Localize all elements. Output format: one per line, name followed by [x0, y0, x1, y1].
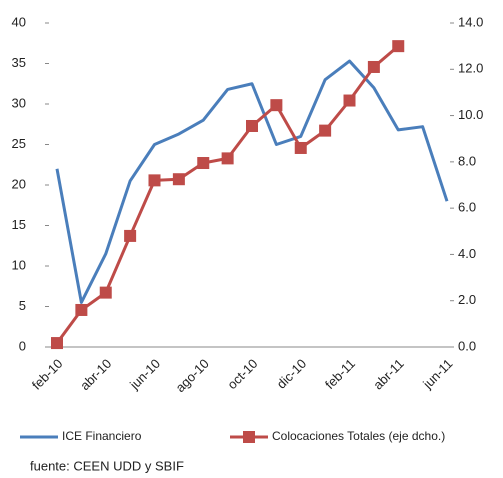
y-tick-label: 40: [12, 14, 26, 29]
point-marker: [197, 157, 210, 170]
x-tick-label: jun-10: [126, 356, 163, 393]
y2-tick-label: 2.0: [458, 292, 476, 307]
x-tick-label: feb-11: [322, 356, 358, 392]
x-tick-label: abr-11: [370, 356, 407, 393]
y2-tick-label: 6.0: [458, 200, 476, 215]
y-tick-label: 15: [12, 217, 26, 232]
y-tick-label: 30: [12, 95, 26, 110]
x-tick-label: abr-10: [77, 356, 114, 393]
point-marker: [99, 286, 112, 299]
legend-marker: [243, 431, 255, 443]
y2-tick-label: 12.0: [458, 61, 483, 76]
y-tick-label: 35: [12, 55, 26, 70]
point-marker: [148, 174, 161, 187]
y-tick-label: 10: [12, 257, 26, 272]
y2-tick-label: 4.0: [458, 246, 476, 261]
x-tick-label: jun-11: [419, 356, 455, 392]
x-tick-label: dic-10: [274, 356, 310, 392]
legend-label: Colocaciones Totales (eje dcho.): [272, 429, 445, 443]
legend-label: ICE Financiero: [62, 429, 142, 443]
point-marker: [124, 229, 137, 242]
source-note: fuente: CEEN UDD y SBIF: [30, 458, 184, 473]
y2-tick-label: 10.0: [458, 107, 483, 122]
y2-tick-label: 8.0: [458, 153, 476, 168]
point-marker: [75, 303, 88, 316]
y-tick-label: 25: [12, 136, 26, 151]
x-tick-label: ago-10: [173, 356, 212, 395]
y-tick-label: 20: [12, 176, 26, 191]
y-tick-label: 0: [19, 338, 26, 353]
y2-tick-label: 0.0: [458, 338, 476, 353]
point-marker: [294, 141, 307, 154]
point-marker: [221, 152, 234, 165]
y-tick-label: 5: [19, 298, 26, 313]
y2-tick-label: 14.0: [458, 14, 483, 29]
point-marker: [343, 94, 356, 107]
x-tick-label: oct-10: [224, 356, 260, 392]
point-marker: [51, 337, 63, 350]
point-marker: [319, 124, 332, 137]
point-marker: [270, 99, 283, 112]
point-marker: [367, 60, 380, 73]
series-line: [55, 59, 449, 304]
point-marker: [246, 119, 258, 132]
x-tick-label: feb-10: [29, 356, 66, 393]
point-marker: [392, 40, 405, 53]
point-marker: [172, 173, 185, 186]
